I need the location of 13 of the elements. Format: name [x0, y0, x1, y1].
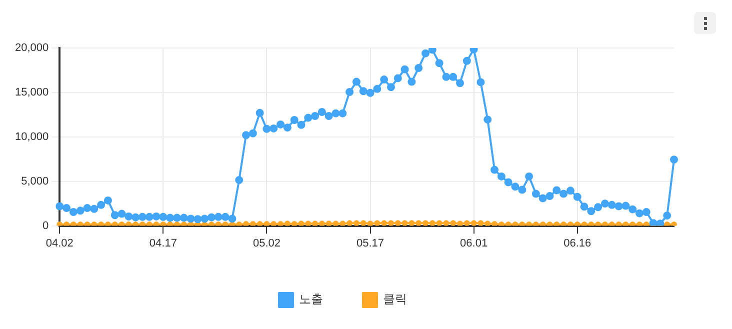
- y-tick-label: 0: [42, 220, 49, 232]
- x-tick-label: 04.02: [46, 237, 74, 250]
- x-tick-label: 04.17: [149, 237, 177, 250]
- y-tick-label: 10,000: [14, 130, 49, 143]
- y-tick-label: 5,000: [21, 175, 49, 188]
- y-tick-label: 15,000: [14, 86, 49, 98]
- legend-label: 클릭: [383, 292, 407, 306]
- x-tick-label: 06.16: [564, 237, 592, 250]
- y-tick-label: 20,000: [14, 42, 49, 54]
- x-tick-label: 05.17: [356, 237, 384, 250]
- x-tick-label: 06.01: [460, 237, 488, 250]
- x-tick-label: 05.02: [252, 237, 280, 250]
- legend-label: 노출: [299, 292, 323, 306]
